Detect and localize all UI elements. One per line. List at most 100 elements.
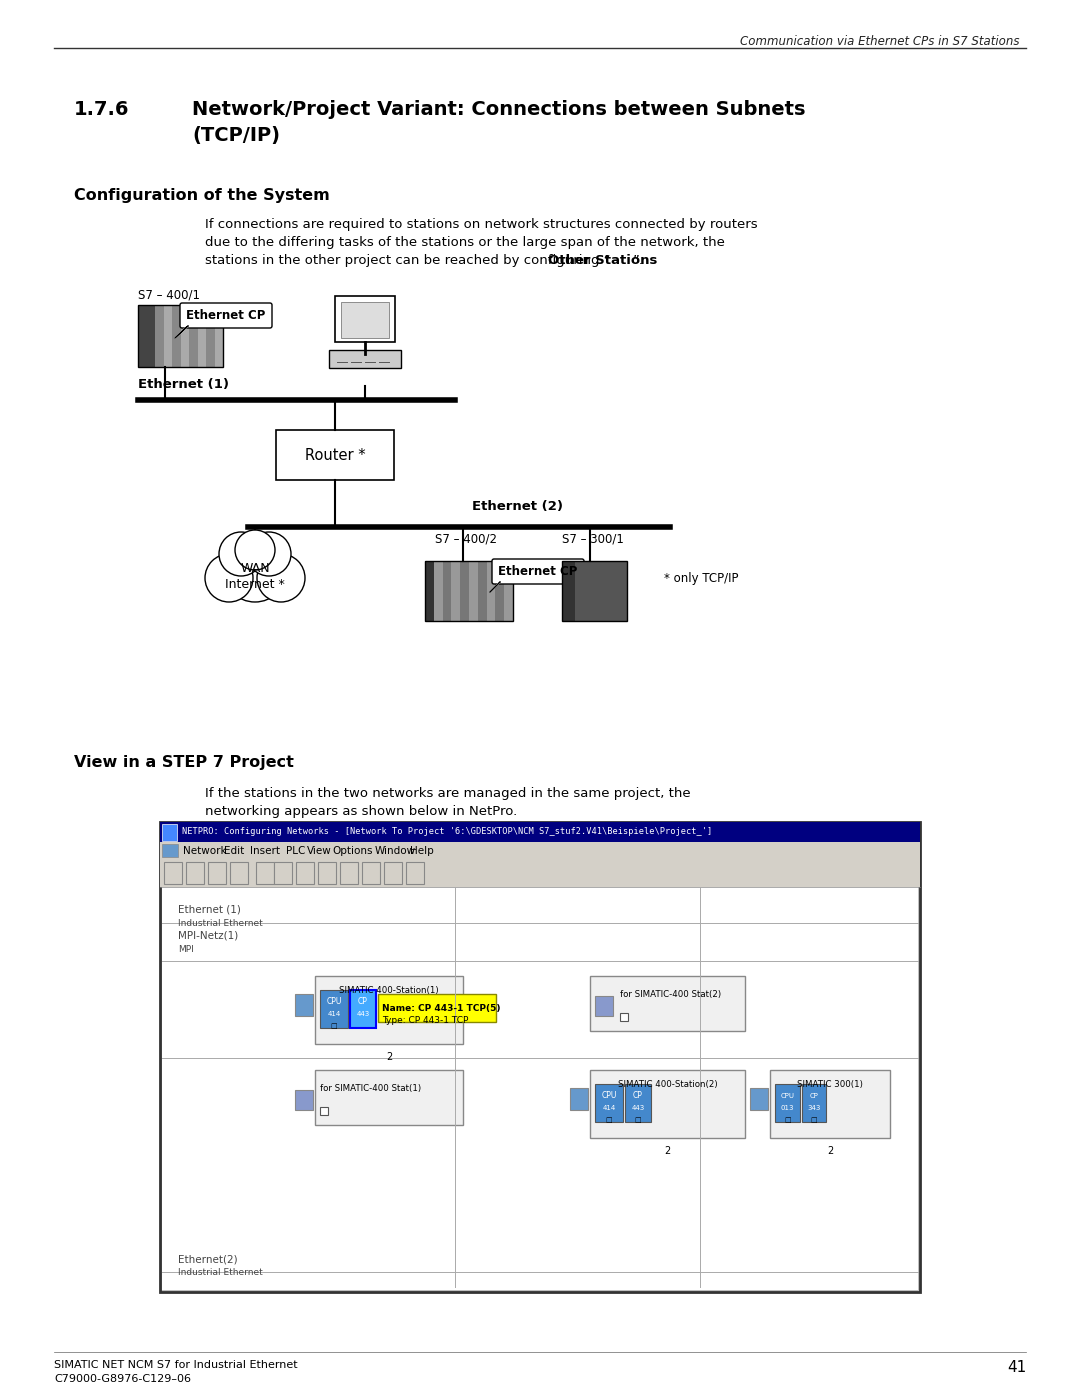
Text: (TCP/IP): (TCP/IP) (192, 126, 280, 145)
FancyBboxPatch shape (350, 990, 376, 1028)
Text: 414: 414 (327, 1011, 340, 1017)
Text: Insert: Insert (251, 845, 280, 855)
FancyBboxPatch shape (206, 305, 215, 367)
Text: Ethernet (2): Ethernet (2) (472, 500, 563, 513)
FancyBboxPatch shape (487, 562, 496, 622)
FancyBboxPatch shape (378, 995, 496, 1023)
Text: If connections are required to stations on network structures connected by route: If connections are required to stations … (205, 218, 758, 231)
Circle shape (257, 555, 305, 602)
Text: PLC: PLC (286, 845, 306, 855)
Text: Network/Project Variant: Connections between Subnets: Network/Project Variant: Connections bet… (192, 101, 806, 119)
FancyBboxPatch shape (590, 1070, 745, 1139)
FancyBboxPatch shape (340, 862, 357, 884)
FancyBboxPatch shape (750, 1088, 768, 1111)
FancyBboxPatch shape (160, 859, 920, 887)
FancyBboxPatch shape (443, 562, 451, 622)
FancyBboxPatch shape (588, 562, 600, 622)
FancyBboxPatch shape (615, 562, 627, 622)
FancyBboxPatch shape (770, 1070, 890, 1139)
FancyBboxPatch shape (198, 305, 206, 367)
Text: networking appears as shown below in NetPro.: networking appears as shown below in Net… (205, 805, 517, 819)
FancyBboxPatch shape (156, 305, 163, 367)
Text: for SIMATIC-400 Stat(2): for SIMATIC-400 Stat(2) (620, 990, 721, 999)
FancyBboxPatch shape (625, 1084, 651, 1122)
Text: CP: CP (359, 997, 368, 1006)
Text: Name: CP 443-1 TCP(5): Name: CP 443-1 TCP(5) (382, 1004, 500, 1013)
FancyBboxPatch shape (315, 977, 463, 1044)
Text: 013: 013 (781, 1105, 794, 1111)
FancyBboxPatch shape (160, 821, 920, 1292)
FancyBboxPatch shape (295, 995, 313, 1016)
Text: * only TCP/IP: * only TCP/IP (664, 571, 739, 585)
FancyBboxPatch shape (295, 1090, 313, 1111)
Text: S7 – 400/1: S7 – 400/1 (138, 288, 200, 300)
FancyBboxPatch shape (477, 562, 487, 622)
Text: MPI: MPI (178, 944, 193, 954)
Text: NETPRO: Configuring Networks - [Network To Project '6:\GDESKTOP\NCM S7_stuf2.V41: NETPRO: Configuring Networks - [Network … (183, 827, 712, 837)
Text: Ethernet(2): Ethernet(2) (178, 1255, 238, 1264)
Text: 41: 41 (1007, 1361, 1026, 1375)
Polygon shape (490, 583, 500, 592)
Text: Edit: Edit (225, 845, 245, 855)
FancyBboxPatch shape (595, 1084, 623, 1122)
Text: for SIMATIC-400 Stat(1): for SIMATIC-400 Stat(1) (320, 1084, 421, 1092)
Text: Network: Network (183, 845, 227, 855)
FancyBboxPatch shape (162, 824, 177, 841)
Text: □: □ (784, 1118, 791, 1123)
Text: 443: 443 (356, 1011, 369, 1017)
Circle shape (219, 532, 264, 576)
Text: Ethernet CP: Ethernet CP (498, 564, 578, 578)
FancyBboxPatch shape (802, 1084, 826, 1122)
Text: 2: 2 (664, 1146, 671, 1155)
Text: 414: 414 (603, 1105, 616, 1111)
Circle shape (222, 538, 287, 602)
FancyBboxPatch shape (320, 990, 348, 1028)
FancyBboxPatch shape (230, 862, 248, 884)
Text: C79000-G8976-C129–06: C79000-G8976-C129–06 (54, 1375, 191, 1384)
FancyBboxPatch shape (575, 562, 588, 622)
Text: ”.: ”. (633, 254, 644, 267)
FancyBboxPatch shape (256, 862, 274, 884)
FancyBboxPatch shape (451, 562, 460, 622)
Text: SIMATIC 300(1): SIMATIC 300(1) (797, 1080, 863, 1090)
Text: due to the differing tasks of the stations or the large span of the network, the: due to the differing tasks of the statio… (205, 236, 725, 249)
Text: S7 – 300/1: S7 – 300/1 (562, 534, 624, 546)
Text: 443: 443 (632, 1105, 645, 1111)
Text: 343: 343 (808, 1105, 821, 1111)
FancyBboxPatch shape (341, 302, 389, 338)
Text: CP: CP (810, 1092, 819, 1099)
FancyBboxPatch shape (276, 430, 394, 481)
FancyBboxPatch shape (318, 862, 336, 884)
Text: S7 – 400/2: S7 – 400/2 (435, 534, 497, 546)
Text: Ethernet CP: Ethernet CP (187, 309, 266, 321)
Circle shape (247, 532, 291, 576)
Text: CPU: CPU (326, 997, 341, 1006)
FancyBboxPatch shape (172, 305, 180, 367)
Text: Configuration of the System: Configuration of the System (75, 189, 329, 203)
FancyBboxPatch shape (162, 844, 178, 856)
FancyBboxPatch shape (138, 305, 147, 367)
FancyBboxPatch shape (469, 562, 477, 622)
FancyBboxPatch shape (590, 977, 745, 1031)
FancyBboxPatch shape (620, 1013, 627, 1021)
Text: 2: 2 (827, 1146, 833, 1155)
Text: Industrial Ethernet: Industrial Ethernet (178, 919, 262, 928)
FancyBboxPatch shape (274, 862, 292, 884)
FancyBboxPatch shape (208, 862, 226, 884)
FancyBboxPatch shape (434, 562, 443, 622)
Text: □: □ (606, 1118, 612, 1123)
Text: WAN: WAN (240, 562, 270, 574)
Text: □: □ (330, 1023, 337, 1030)
FancyBboxPatch shape (160, 821, 920, 842)
FancyBboxPatch shape (160, 842, 920, 859)
Text: SIMATIC 400-Station(2): SIMATIC 400-Station(2) (618, 1080, 717, 1090)
Text: Type: CP 443-1 TCP: Type: CP 443-1 TCP (382, 1016, 469, 1025)
FancyBboxPatch shape (335, 296, 395, 342)
FancyBboxPatch shape (189, 305, 198, 367)
FancyBboxPatch shape (329, 351, 401, 367)
Text: CP: CP (633, 1091, 643, 1101)
FancyBboxPatch shape (180, 305, 189, 367)
FancyBboxPatch shape (296, 862, 314, 884)
FancyBboxPatch shape (504, 562, 513, 622)
Text: Other Stations: Other Stations (548, 254, 658, 267)
